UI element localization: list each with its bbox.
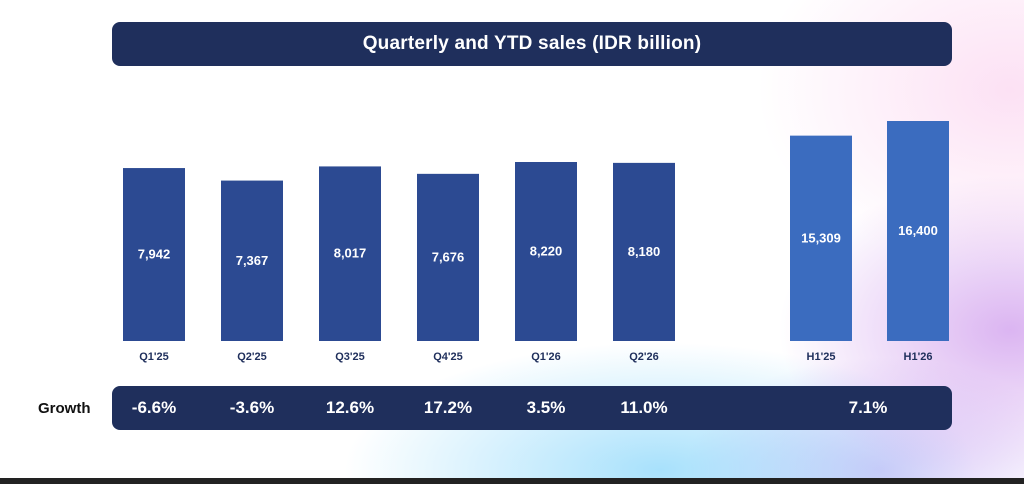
growth-value-q2-25: -3.6%	[229, 398, 275, 417]
bar-chart: 7,942 Q1'25 7,367 Q2'25 8,017 Q3'25 7,676 Q4'25…	[123, 121, 949, 363]
growth-value-q3-25: 12.6%	[325, 398, 375, 417]
bar-q425	[417, 173, 479, 341]
x-tick-label: Q3'25	[335, 351, 365, 363]
growth-value-h1: 7.1%	[848, 398, 888, 417]
chart-title: Quarterly and YTD sales (IDR billion)	[362, 33, 702, 54]
bar-value-label: 16,400	[898, 223, 938, 238]
bar-h125	[790, 135, 852, 341]
bar-value-label: 15,309	[801, 230, 841, 245]
x-tick-label: Q2'25	[237, 351, 267, 363]
bottom-edge-bar	[0, 478, 1024, 484]
x-tick-label: Q4'25	[433, 351, 463, 363]
bar-value-label: 7,367	[236, 253, 269, 268]
bar-value-label: 8,180	[628, 244, 661, 259]
bar-value-label: 7,942	[138, 247, 171, 262]
x-tick-label: H1'26	[904, 351, 933, 363]
growth-value-q2-26: 11.0%	[620, 398, 668, 417]
bar-value-label: 8,017	[334, 246, 367, 261]
bar-q226	[613, 162, 675, 341]
bar-h126	[887, 121, 949, 341]
x-tick-label: Q1'25	[139, 351, 169, 363]
growth-value-q1-26: 3.5%	[526, 398, 566, 417]
bar-q225	[221, 180, 283, 341]
bar-value-label: 8,220	[530, 244, 563, 259]
growth-value-q4-25: 17.2%	[423, 398, 473, 417]
growth-row-label: Growth	[38, 400, 91, 417]
bar-q126	[515, 162, 577, 341]
x-tick-label: Q1'26	[531, 351, 561, 363]
x-tick-label: H1'25	[807, 351, 836, 363]
growth-banner	[112, 386, 952, 430]
bar-q325	[319, 166, 381, 341]
bar-q125	[123, 168, 185, 341]
growth-value-q1-25: -6.6%	[131, 398, 177, 417]
x-tick-label: Q2'26	[629, 351, 659, 363]
bar-value-label: 7,676	[432, 249, 465, 264]
title-banner: Quarterly and YTD sales (IDR billion)	[112, 22, 952, 66]
